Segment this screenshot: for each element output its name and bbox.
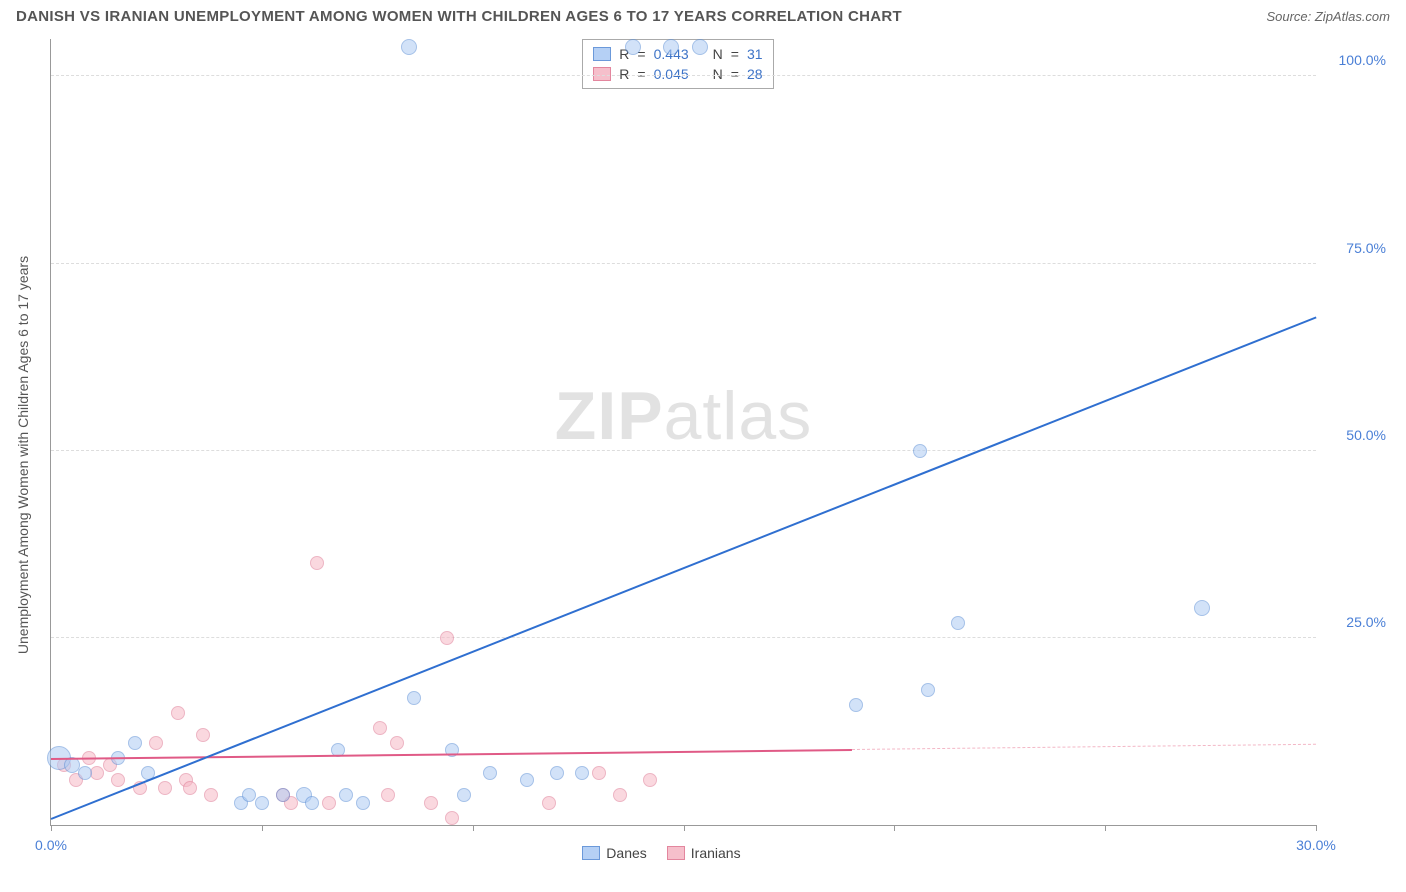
data-point-danes <box>305 796 319 810</box>
y-tick-label: 25.0% <box>1326 614 1386 630</box>
data-point-danes <box>575 766 589 780</box>
trendline-dashed <box>852 743 1316 749</box>
x-tick <box>894 825 895 831</box>
data-point-danes <box>128 736 142 750</box>
y-axis-label: Unemployment Among Women with Children A… <box>15 155 31 755</box>
data-point-iranians <box>322 796 336 810</box>
y-tick-label: 100.0% <box>1326 52 1386 68</box>
gridline <box>51 263 1316 264</box>
data-point-danes <box>1194 600 1210 616</box>
data-point-iranians <box>542 796 556 810</box>
data-point-danes <box>407 691 421 705</box>
data-point-danes <box>692 39 708 55</box>
data-point-iranians <box>171 706 185 720</box>
stats-row-iranians: R = 0.045 N = 28 <box>593 64 762 84</box>
swatch-iranians <box>593 67 611 81</box>
y-tick-label: 75.0% <box>1326 240 1386 256</box>
gridline <box>51 450 1316 451</box>
data-point-iranians <box>381 788 395 802</box>
series-legend: Danes Iranians <box>582 845 740 861</box>
n-value-danes: 31 <box>747 46 763 62</box>
x-tick <box>1316 825 1317 831</box>
data-point-danes <box>356 796 370 810</box>
swatch-iranians-bottom <box>667 846 685 860</box>
data-point-danes <box>951 616 965 630</box>
gridline <box>51 75 1316 76</box>
data-point-danes <box>520 773 534 787</box>
data-point-iranians <box>390 736 404 750</box>
swatch-danes-bottom <box>582 846 600 860</box>
x-tick <box>473 825 474 831</box>
data-point-danes <box>550 766 564 780</box>
data-point-iranians <box>373 721 387 735</box>
data-point-danes <box>78 766 92 780</box>
data-point-iranians <box>196 728 210 742</box>
data-point-iranians <box>204 788 218 802</box>
data-point-danes <box>255 796 269 810</box>
data-point-iranians <box>445 811 459 825</box>
source-label: Source: ZipAtlas.com <box>1266 9 1390 24</box>
watermark: ZIPatlas <box>555 377 812 455</box>
data-point-danes <box>276 788 290 802</box>
legend-item-iranians: Iranians <box>667 845 741 861</box>
chart-area: Unemployment Among Women with Children A… <box>0 29 1406 881</box>
data-point-danes <box>401 39 417 55</box>
data-point-danes <box>921 683 935 697</box>
chart-title: DANISH VS IRANIAN UNEMPLOYMENT AMONG WOM… <box>16 8 902 25</box>
data-point-danes <box>339 788 353 802</box>
data-point-iranians <box>424 796 438 810</box>
data-point-iranians <box>111 773 125 787</box>
data-point-iranians <box>643 773 657 787</box>
data-point-iranians <box>149 736 163 750</box>
data-point-iranians <box>613 788 627 802</box>
n-value-iranians: 28 <box>747 66 763 82</box>
swatch-danes <box>593 47 611 61</box>
x-tick <box>51 825 52 831</box>
plot-region: ZIPatlas R = 0.443 N = 31 R = 0.045 N = <box>50 39 1316 826</box>
data-point-iranians <box>90 766 104 780</box>
data-point-iranians <box>310 556 324 570</box>
x-tick <box>684 825 685 831</box>
data-point-danes <box>457 788 471 802</box>
header: DANISH VS IRANIAN UNEMPLOYMENT AMONG WOM… <box>0 0 1406 29</box>
data-point-danes <box>483 766 497 780</box>
x-tick <box>262 825 263 831</box>
data-point-danes <box>663 39 679 55</box>
data-point-iranians <box>592 766 606 780</box>
x-tick-label: 0.0% <box>35 837 67 853</box>
data-point-danes <box>625 39 641 55</box>
data-point-danes <box>913 444 927 458</box>
data-point-danes <box>849 698 863 712</box>
y-tick-label: 50.0% <box>1326 427 1386 443</box>
gridline <box>51 637 1316 638</box>
trendline <box>51 316 1317 819</box>
x-tick-label: 30.0% <box>1296 837 1336 853</box>
data-point-iranians <box>440 631 454 645</box>
r-value-iranians: 0.045 <box>654 66 689 82</box>
x-tick <box>1105 825 1106 831</box>
data-point-iranians <box>183 781 197 795</box>
data-point-iranians <box>158 781 172 795</box>
legend-item-danes: Danes <box>582 845 646 861</box>
